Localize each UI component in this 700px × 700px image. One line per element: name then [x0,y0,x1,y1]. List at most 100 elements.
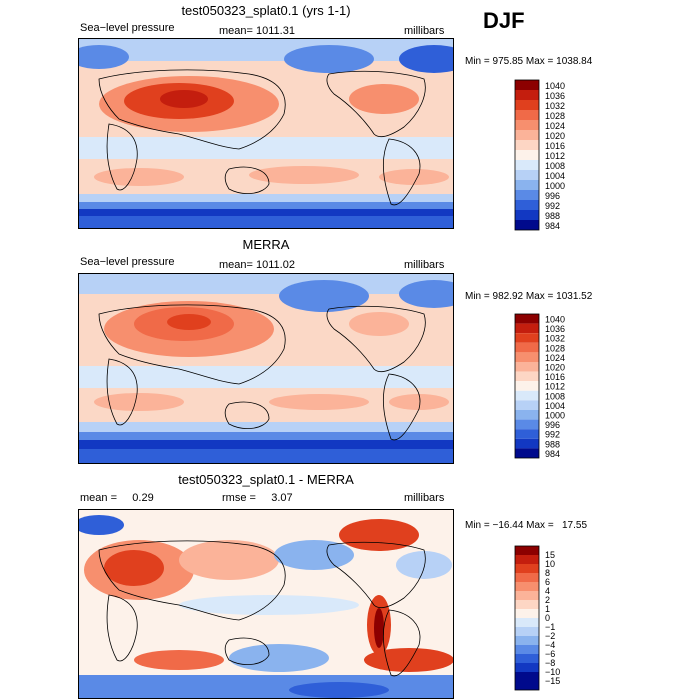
cb1-label-1: 1036 [545,91,565,101]
cb3-label-10: −4 [545,640,555,650]
cb1-swatch-1 [515,90,539,100]
cb1-swatch-5 [515,130,539,140]
coastline-eurasia [98,540,286,621]
map-band-south-4 [79,216,453,228]
panel-1-minmax: Min = 975.85 Max = 1038.84 [465,56,593,67]
cb3-swatch-14 [515,672,539,681]
map-band-south-2 [79,432,453,442]
coastline-australia [224,401,270,429]
cb1-swatch-9 [515,170,539,180]
panel-3-map [78,509,454,699]
cb3-label-11: −6 [545,649,555,659]
cb3-swatch-1 [515,555,539,564]
cb3-label-14: −15 [545,676,560,686]
cb1-swatch-2 [515,100,539,110]
cb3-swatch-5 [515,591,539,600]
panel-3-minmax: Min = −16.44 Max = 17.55 [465,520,588,531]
cb2-swatch-13 [515,438,539,449]
cb2-label-4: 1024 [545,353,565,363]
cb1-label-6: 1016 [545,141,565,151]
cb3-swatch-7 [515,609,539,618]
map-low-aleutian [279,280,369,312]
diff-siberia-pos [179,540,279,580]
coastline-africa [106,594,138,662]
coastline-north-america [326,541,426,609]
cb2-label-11: 996 [545,420,560,430]
cb3-label-8: −1 [545,622,555,632]
coastline-australia [224,637,270,665]
map-band-south-1 [79,422,453,434]
coastline-australia [224,166,270,194]
map-high-na [349,84,419,114]
coastline-eurasia [98,69,286,150]
panel-3-units-label: millibars [404,492,445,504]
panel-1-mean-label: mean= 1011.31 [219,25,295,37]
cb2-swatch-3 [515,342,539,353]
cb3-label-0: 15 [545,550,555,560]
cb3-label-3: 6 [545,577,550,587]
cb2-label-14: 984 [545,449,560,459]
cb1-swatch-11 [515,190,539,200]
diff-arctic-neg [79,515,124,535]
panel-3-colorbar-svg: 15 10 8 6 4 2 1 0 −1 −2 −4 −6 −8 −10 −15 [514,545,560,691]
diff-npac-neg [274,540,354,570]
panel-2-minmax: Min = 982.92 Max = 1031.52 [465,291,593,302]
cb2-label-9: 1004 [545,401,565,411]
diff-sa-core [374,608,384,648]
coastline-eurasia [98,304,286,385]
cb3-label-4: 4 [545,586,550,596]
panel-2-mean-label: mean= 1011.02 [219,259,295,271]
diff-tropics-neg [179,595,359,615]
cb3-swatch-15 [515,681,539,690]
diff-south-neg-2 [289,682,389,698]
map-sub-high-1 [94,168,184,186]
map-band-arctic [79,274,453,294]
cb2-swatch-7 [515,381,539,391]
cb2-label-10: 1000 [545,411,565,421]
diff-south-pos-2 [364,648,453,672]
map-band-south-2 [79,202,453,212]
panel-3-rmse-label: rmse = 3.07 [222,492,293,504]
panel-2-map-svg [79,274,453,463]
map-high-siberia-core [167,314,211,330]
panel-2-colorbar-svg: 1040 1036 1032 1028 1024 1020 1016 1012 … [514,313,565,459]
cb3-swatch-0 [515,546,539,555]
cb1-swatch-4 [515,120,539,130]
coastline-north-america [326,305,426,373]
cb2-swatch-0 [515,314,539,324]
cb1-label-10: 1000 [545,181,565,191]
cb1-swatch-6 [515,140,539,150]
map-band-arctic [79,39,453,61]
map-band-tropics [79,137,453,159]
cb2-swatch-6 [515,371,539,382]
diff-south-neg-1 [229,644,329,672]
panel-2-variable-label: Sea−level pressure [80,256,175,268]
diff-south-band [79,675,453,698]
panel-2-units-label: millibars [404,259,445,271]
coastline-africa [106,358,138,426]
cb1-swatch-0 [515,80,539,90]
map-low-icelandic [399,280,453,308]
panel-2-map [78,273,454,464]
cb3-swatch-11 [515,645,539,654]
cb2-label-1: 1036 [545,324,565,334]
cb2-swatch-14 [515,448,539,458]
map-band-south-4 [79,449,453,463]
cb1-label-9: 1004 [545,171,565,181]
map-band-tropics [79,366,453,388]
map-sub-high-3 [389,394,449,410]
cb2-swatch-11 [515,419,539,430]
map-sub-high-2 [249,166,359,184]
cb2-label-8: 1008 [545,391,565,401]
cb2-label-7: 1012 [545,382,565,392]
panel-1-map-svg [79,39,453,228]
cb1-label-12: 992 [545,201,560,211]
coastline-south-america [383,373,421,441]
map-low-icelandic [399,45,453,73]
cb1-label-4: 1024 [545,121,565,131]
cb3-swatch-3 [515,573,539,582]
cb3-swatch-12 [515,654,539,663]
cb1-swatch-13 [515,210,539,220]
cb2-swatch-8 [515,390,539,401]
cb1-swatch-10 [515,180,539,190]
